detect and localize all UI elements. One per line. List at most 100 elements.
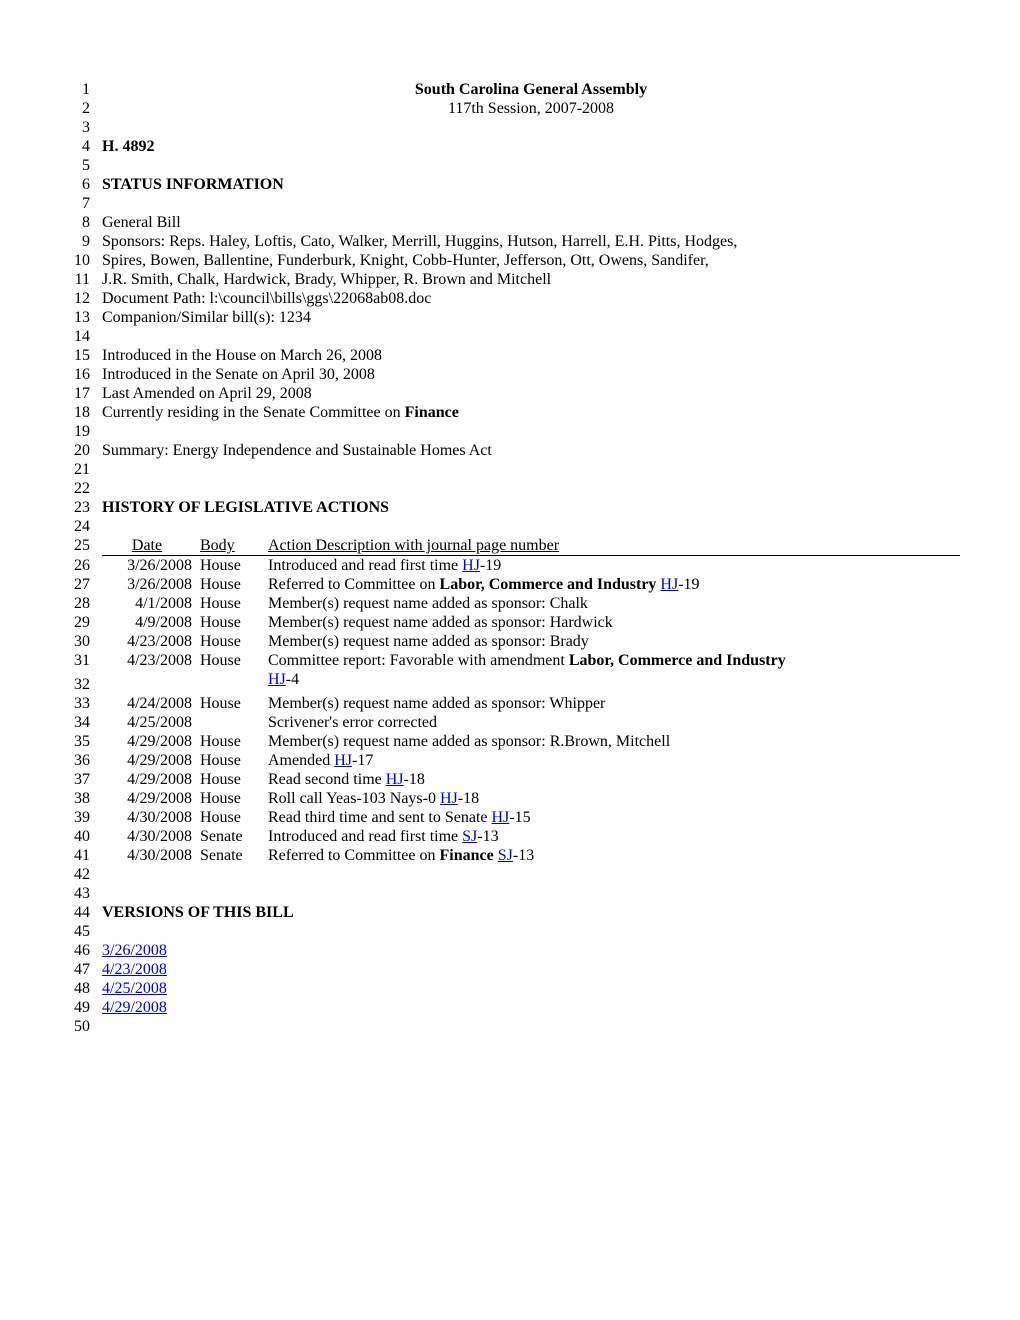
history-action: Introduced and read first time HJ-19	[268, 556, 960, 575]
history-body: House	[200, 575, 260, 594]
journal-link[interactable]: HJ	[462, 557, 480, 574]
line-number: 15	[60, 346, 90, 365]
line: 50	[60, 1017, 960, 1036]
line-number: 13	[60, 308, 90, 327]
history-row: 4/9/2008HouseMember(s) request name adde…	[102, 613, 960, 632]
history-row: 4/29/2008HouseRead second time HJ-18	[102, 770, 960, 789]
line: 47 4/23/2008	[60, 960, 960, 979]
history-date: 4/30/2008	[102, 827, 192, 846]
line-content: Introduced in the Senate on April 30, 20…	[102, 365, 960, 384]
history-row: 4/30/2008HouseRead third time and sent t…	[102, 808, 960, 827]
action-text: Roll call Yeas-103 Nays-0	[268, 790, 440, 807]
version-link[interactable]: 3/26/2008	[102, 942, 167, 959]
history-row: 4/23/2008HouseMember(s) request name add…	[102, 632, 960, 651]
line-number: 46	[60, 941, 90, 960]
residing-committee: Finance	[405, 404, 459, 421]
line-content: General Bill	[102, 213, 960, 232]
line-number: 10	[60, 251, 90, 270]
version-link[interactable]: 4/29/2008	[102, 999, 167, 1016]
history-action: Member(s) request name added as sponsor:…	[268, 694, 960, 713]
action-text: Amended	[268, 752, 334, 769]
line: 23 HISTORY OF LEGISLATIVE ACTIONS	[60, 498, 960, 517]
line-content: HISTORY OF LEGISLATIVE ACTIONS	[102, 498, 960, 517]
line: 404/30/2008SenateIntroduced and read fir…	[60, 827, 960, 846]
line-number: 44	[60, 903, 90, 922]
line-number: 12	[60, 289, 90, 308]
line: 273/26/2008HouseReferred to Committee on…	[60, 575, 960, 594]
journal-link[interactable]: SJ	[498, 847, 513, 864]
history-row: 4/30/2008SenateIntroduced and read first…	[102, 827, 960, 846]
history-row: HJ-4	[102, 670, 960, 689]
line-number: 23	[60, 498, 90, 517]
history-body: House	[200, 651, 260, 670]
sponsors-line: J.R. Smith, Chalk, Hardwick, Brady, Whip…	[102, 271, 551, 288]
col-header-body: Body	[200, 536, 260, 555]
line-content: 4/24/2008HouseMember(s) request name add…	[102, 694, 960, 713]
history-row: 4/29/2008HouseAmended HJ-17	[102, 751, 960, 770]
line: 263/26/2008HouseIntroduced and read firs…	[60, 556, 960, 575]
line-number: 26	[60, 556, 90, 575]
line: 17Last Amended on April 29, 2008	[60, 384, 960, 403]
line-number: 19	[60, 422, 90, 441]
action-text: Committee report: Favorable with amendme…	[268, 652, 569, 669]
header-line: 1South Carolina General Assembly	[60, 80, 960, 99]
line: 9Sponsors: Reps. Haley, Loftis, Cato, Wa…	[60, 232, 960, 251]
line: 32HJ-4	[60, 670, 960, 694]
sponsors-line: Spires, Bowen, Ballentine, Funderburk, K…	[102, 252, 709, 269]
version-link[interactable]: 4/23/2008	[102, 961, 167, 978]
line: 20Summary: Energy Independence and Susta…	[60, 441, 960, 460]
sponsors-line: Sponsors: Reps. Haley, Loftis, Cato, Wal…	[102, 233, 737, 250]
line: 284/1/2008HouseMember(s) request name ad…	[60, 594, 960, 613]
version-link[interactable]: 4/25/2008	[102, 980, 167, 997]
action-post: -13	[477, 828, 498, 845]
line-number: 36	[60, 751, 90, 770]
document-path: Document Path: l:\council\bills\ggs\2206…	[102, 290, 431, 307]
line-content: 4/30/2008SenateIntroduced and read first…	[102, 827, 960, 846]
line-number: 4	[60, 137, 90, 156]
history-action: Referred to Committee on Finance SJ-13	[268, 846, 960, 865]
bill-number: H. 4892	[102, 138, 154, 155]
line-number: 47	[60, 960, 90, 979]
line-content: Sponsors: Reps. Haley, Loftis, Cato, Wal…	[102, 232, 960, 251]
journal-link[interactable]: SJ	[462, 828, 477, 845]
versions-header: VERSIONS OF THIS BILL	[102, 904, 294, 921]
journal-link[interactable]: HJ	[440, 790, 458, 807]
history-date: 3/26/2008	[102, 556, 192, 575]
line-content: 3/26/2008HouseReferred to Committee on L…	[102, 575, 960, 594]
history-date: 4/29/2008	[102, 732, 192, 751]
journal-link[interactable]: HJ	[660, 576, 678, 593]
line-content: 4/30/2008SenateReferred to Committee on …	[102, 846, 960, 865]
line-content: Currently residing in the Senate Committ…	[102, 403, 960, 422]
line-number: 24	[60, 517, 90, 536]
journal-link[interactable]: HJ	[386, 771, 404, 788]
action-post: -18	[404, 771, 425, 788]
line-content: 4/30/2008HouseRead third time and sent t…	[102, 808, 960, 827]
history-action: Member(s) request name added as sponsor:…	[268, 632, 960, 651]
line: 21	[60, 460, 960, 479]
line-number: 21	[60, 460, 90, 479]
line-content: VERSIONS OF THIS BILL	[102, 903, 960, 922]
line: 10 Spires, Bowen, Ballentine, Funderburk,…	[60, 251, 960, 270]
line-content: HJ-4	[102, 670, 960, 689]
history-date: 4/30/2008	[102, 846, 192, 865]
history-action: Scrivener's error corrected	[268, 713, 960, 732]
line: 44 VERSIONS OF THIS BILL	[60, 903, 960, 922]
history-date: 4/25/2008	[102, 713, 192, 732]
line-content: Introduced in the House on March 26, 200…	[102, 346, 960, 365]
line-content: 4/29/2008	[102, 998, 960, 1017]
line: 42	[60, 865, 960, 884]
history-row: 4/29/2008HouseRoll call Yeas-103 Nays-0 …	[102, 789, 960, 808]
history-row: 4/23/2008HouseCommittee report: Favorabl…	[102, 651, 960, 670]
journal-link[interactable]: HJ	[268, 671, 286, 688]
history-row: 4/1/2008HouseMember(s) request name adde…	[102, 594, 960, 613]
line-number: 39	[60, 808, 90, 827]
history-date	[102, 670, 192, 689]
companion-bills: Companion/Similar bill(s): 1234	[102, 309, 311, 326]
line-content: Companion/Similar bill(s): 1234	[102, 308, 960, 327]
journal-link[interactable]: HJ	[334, 752, 352, 769]
line-number: 37	[60, 770, 90, 789]
journal-link[interactable]: HJ	[492, 809, 510, 826]
line-number: 43	[60, 884, 90, 903]
line-content: STATUS INFORMATION	[102, 175, 960, 194]
line-content: 4/25/2008 Scrivener's error corrected	[102, 713, 960, 732]
